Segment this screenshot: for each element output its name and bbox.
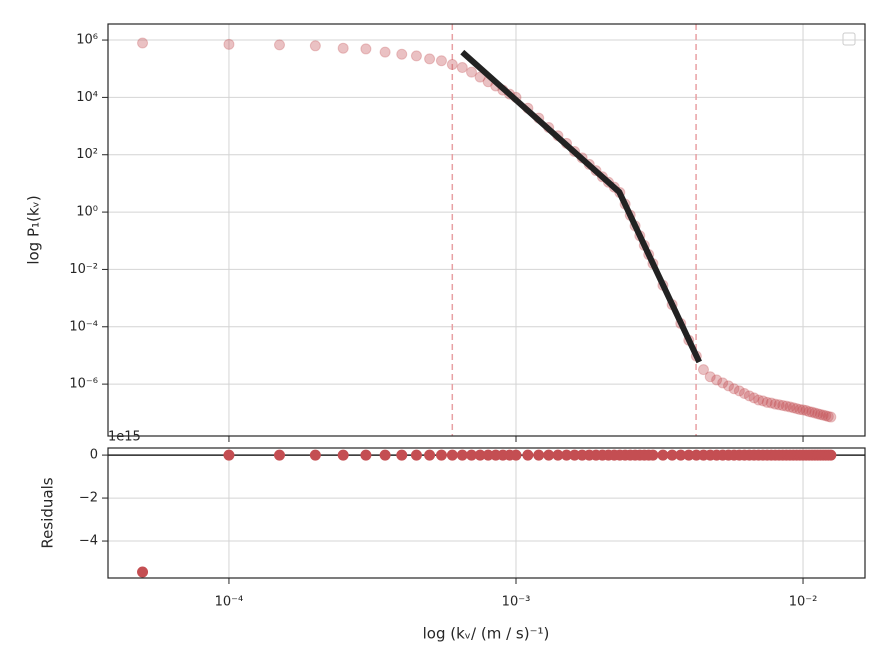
x-tick-label: 10⁻² — [789, 595, 818, 610]
point — [825, 411, 837, 423]
point — [765, 397, 777, 409]
point — [803, 406, 815, 418]
point — [273, 39, 285, 51]
point — [806, 406, 818, 418]
offset-label: 1e15 — [108, 430, 141, 445]
point — [309, 449, 321, 461]
point — [435, 449, 447, 461]
point — [474, 71, 486, 83]
y-axis-label: Residuals — [39, 477, 57, 548]
point — [711, 374, 723, 386]
point — [657, 449, 669, 461]
point — [817, 409, 829, 421]
point — [769, 398, 781, 410]
point — [522, 449, 534, 461]
point — [446, 59, 458, 71]
y-tick-label: 10⁴ — [76, 90, 98, 105]
y-axis-label: log P₁(kᵥ) — [25, 195, 43, 264]
point — [787, 402, 799, 414]
point — [761, 396, 773, 408]
point — [809, 407, 821, 419]
y-tick-label: 10⁻⁶ — [69, 377, 98, 392]
point — [784, 401, 796, 413]
point — [379, 449, 391, 461]
point — [825, 449, 837, 461]
point — [360, 449, 372, 461]
point — [410, 449, 422, 461]
point — [379, 46, 391, 58]
x-tick-label: 10⁻³ — [502, 595, 531, 610]
y-tick-label: 10² — [76, 147, 98, 162]
point — [780, 400, 792, 412]
point — [723, 380, 735, 392]
point — [396, 48, 408, 60]
point — [510, 449, 522, 461]
point — [800, 405, 812, 417]
point — [704, 371, 716, 383]
point — [743, 390, 755, 402]
point — [773, 399, 785, 411]
point — [446, 449, 458, 461]
y-tick-label: 10⁻² — [69, 262, 98, 277]
y-tick-label: 10⁶ — [76, 33, 98, 48]
point — [273, 449, 285, 461]
point — [822, 411, 834, 423]
point — [791, 403, 803, 415]
point — [223, 449, 235, 461]
point — [456, 449, 468, 461]
point — [309, 40, 321, 52]
axes-frame — [107, 447, 866, 579]
point — [396, 449, 408, 461]
point — [738, 388, 750, 400]
point — [337, 449, 349, 461]
point — [697, 364, 709, 376]
point — [137, 37, 149, 49]
point — [137, 566, 149, 578]
point — [728, 383, 740, 395]
point — [757, 395, 769, 407]
point — [435, 55, 447, 67]
y-tick-label: −4 — [79, 534, 98, 549]
point — [456, 62, 468, 74]
y-tick-label: 10⁰ — [76, 205, 98, 220]
point — [733, 385, 745, 397]
axes-frame — [107, 23, 866, 437]
legend — [842, 32, 856, 46]
x-tick-label: 10⁻⁴ — [215, 595, 244, 610]
point — [717, 377, 729, 389]
point — [812, 408, 824, 420]
point — [466, 66, 478, 78]
point — [533, 449, 545, 461]
point — [543, 449, 555, 461]
point — [797, 404, 809, 416]
point — [424, 53, 436, 65]
point — [748, 392, 760, 404]
point — [647, 449, 659, 461]
x-axis-label: log (kᵥ/ (m / s)⁻¹) — [423, 625, 550, 643]
point — [337, 42, 349, 54]
point — [410, 50, 422, 62]
point — [794, 404, 806, 416]
fit-line — [460, 49, 702, 364]
point — [223, 38, 235, 50]
point — [814, 409, 826, 421]
point — [360, 43, 372, 55]
y-tick-label: 10⁻⁴ — [69, 319, 98, 334]
y-tick-label: −2 — [79, 491, 98, 506]
point — [753, 394, 765, 406]
point — [424, 449, 436, 461]
point — [820, 410, 832, 422]
y-tick-label: 0 — [90, 448, 98, 463]
point — [777, 399, 789, 411]
